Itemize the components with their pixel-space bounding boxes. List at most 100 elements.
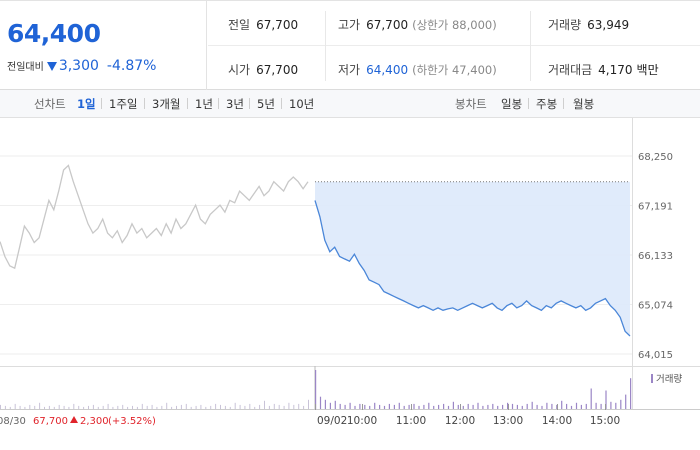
- volume-bar: [531, 401, 533, 409]
- volume-bar: [570, 405, 573, 409]
- lower-limit: (하한가 47,400): [412, 63, 497, 77]
- volume-bar: [615, 402, 617, 409]
- tab-1w[interactable]: 1주일: [109, 97, 138, 111]
- volume-bar: [39, 402, 41, 409]
- volume-bar: [511, 403, 514, 409]
- volume-bar: [220, 404, 221, 409]
- volume-bar: [521, 405, 523, 409]
- volume-bar: [472, 404, 474, 409]
- volume-bar: [24, 406, 26, 409]
- row-divider: [208, 45, 700, 46]
- tab-divider: [144, 98, 145, 109]
- tab-monthly-candle[interactable]: 월봉: [573, 97, 595, 111]
- volume-bar: [477, 402, 479, 409]
- volume-bar: [303, 405, 305, 409]
- volume-bar: [53, 406, 55, 409]
- volume-bar: [551, 403, 553, 409]
- volume-bar: [44, 406, 45, 409]
- volume-bar: [9, 406, 11, 409]
- prev-close-label: 67,700: [33, 416, 68, 427]
- volume-bar: [438, 404, 440, 409]
- amount-value: 4,170: [598, 63, 633, 77]
- period-tab-bar: 선차트 1일 1주일 3개월 1년 3년 5년 10년 봉차트 일봉 주봉 월봉: [0, 90, 700, 118]
- tab-1y[interactable]: 1년: [195, 97, 213, 111]
- volume-bar: [176, 405, 177, 409]
- volume-bar: [264, 400, 265, 409]
- open-cell: 시가 67,700: [228, 61, 298, 78]
- volume-bar: [102, 405, 104, 409]
- volume-bar: [334, 400, 336, 409]
- high-value: 67,700: [366, 18, 409, 32]
- volume-bar: [630, 378, 632, 409]
- volume-bar: [364, 404, 366, 409]
- volume-bar: [556, 404, 558, 409]
- high-label: 고가: [338, 18, 361, 32]
- volume-bar: [620, 399, 622, 409]
- volume-bar: [141, 403, 143, 409]
- x-tick-label: 14:00: [542, 415, 572, 427]
- change-percent: -4.87%: [106, 58, 157, 74]
- volume-bar: [278, 404, 280, 409]
- x-tick-label: 10:00: [347, 415, 377, 427]
- volume-bar: [127, 406, 129, 409]
- volume-bar: [546, 402, 548, 409]
- volume-bar: [171, 406, 173, 409]
- down-triangle-icon: [46, 62, 57, 71]
- volume-bar: [151, 404, 153, 409]
- volume-bar: [234, 402, 236, 409]
- volume-bar: [482, 405, 484, 409]
- prev-day-line: [0, 164, 309, 270]
- volume-bar: [467, 403, 469, 409]
- y-tick-label: 66,133: [638, 251, 673, 262]
- volume-bar: [354, 405, 356, 409]
- tab-weekly-candle[interactable]: 주봉: [536, 97, 558, 111]
- volume-bar: [585, 403, 587, 409]
- volume-bar: [526, 403, 528, 409]
- amount-unit: 백만: [636, 63, 659, 77]
- volume-bar: [112, 406, 114, 409]
- prev-close-label: 전일: [228, 18, 251, 32]
- volume-bar: [492, 403, 494, 409]
- volume-bar: [205, 406, 207, 409]
- volume-bar: [58, 404, 60, 409]
- price-box: 64,400 전일대비 3,300 -4.87%: [0, 1, 207, 90]
- volume-bar: [259, 404, 261, 409]
- tab-divider: [249, 98, 250, 109]
- tab-5y[interactable]: 5년: [257, 97, 275, 111]
- volume-bar: [88, 405, 89, 409]
- volume-bar: [388, 403, 390, 409]
- tab-divider: [101, 98, 102, 109]
- tab-3y[interactable]: 3년: [226, 97, 244, 111]
- volume-bar: [575, 402, 578, 409]
- volume-bar: [516, 404, 518, 409]
- volume-bar: [92, 404, 94, 409]
- volume-bar: [379, 404, 381, 409]
- volume-bar: [418, 405, 420, 409]
- volume-bar: [132, 405, 133, 409]
- volume-bar: [136, 406, 138, 409]
- tab-10y[interactable]: 10년: [289, 97, 315, 111]
- up-triangle-icon: [70, 416, 78, 423]
- volume-bar: [398, 402, 400, 409]
- volume-bar: [0, 404, 1, 409]
- tab-3m[interactable]: 3개월: [152, 97, 181, 111]
- column-divider: [325, 11, 326, 81]
- volume-bar: [462, 405, 464, 409]
- prev-change-label: 2,300: [80, 416, 109, 427]
- volume-bar: [293, 404, 295, 409]
- volume-bar: [393, 404, 395, 409]
- volume-bar: [224, 405, 226, 409]
- tab-divider: [563, 98, 564, 109]
- y-tick-label: 65,074: [638, 301, 673, 312]
- y-axis-ticks: 68,250 67,191 66,133 65,074 64,015: [638, 152, 673, 361]
- volume-bar: [502, 404, 504, 409]
- tab-1d[interactable]: 1일: [77, 97, 96, 111]
- tab-daily-candle[interactable]: 일봉: [501, 97, 523, 111]
- change-value: 3,300: [58, 58, 99, 74]
- volume-bar: [315, 370, 317, 409]
- volume-bar: [146, 405, 148, 409]
- x-axis: 08/30 67,700 2,300 (+3.52%) 09/02 10:00 11:00 1…: [0, 404, 620, 427]
- volume-bar: [447, 405, 450, 409]
- change-label: 전일대비: [7, 62, 44, 73]
- volume-bar: [595, 402, 597, 409]
